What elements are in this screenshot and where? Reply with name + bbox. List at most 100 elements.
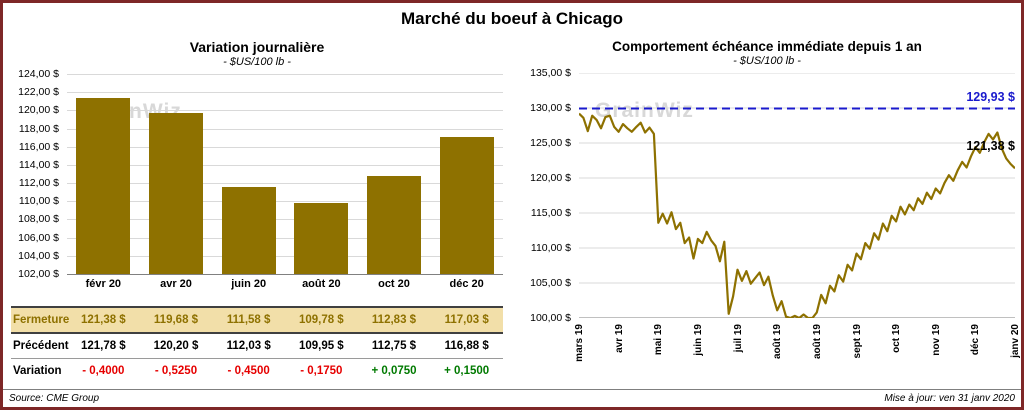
y-tick-label: 112,00 $ xyxy=(18,177,59,190)
x-tick-label: déc 20 xyxy=(449,278,484,290)
y-tick-label: 104,00 $ xyxy=(18,249,59,262)
y-tick-label: 102,00 $ xyxy=(18,268,59,280)
y-tick-label: 106,00 $ xyxy=(18,231,59,244)
row-label-precedent: Précédent xyxy=(13,340,69,352)
variation-value: + 0,0750 xyxy=(371,365,417,377)
y-tick-label: 125,00 $ xyxy=(530,137,571,149)
gridline xyxy=(67,92,503,94)
update-note: Mise à jour: ven 31 janv 2020 xyxy=(884,393,1015,404)
fermeture-value: 117,03 $ xyxy=(444,314,489,326)
precedent-value: 121,78 $ xyxy=(80,340,126,352)
x-tick-label: févr 20 xyxy=(85,278,122,290)
fermeture-value: 112,83 $ xyxy=(371,314,417,326)
variation-value: - 0,1750 xyxy=(300,365,343,377)
y-tick-label: 110,00 $ xyxy=(530,242,571,254)
x-tick-label: nov 19 xyxy=(930,324,942,356)
y-tick-label: 120,00 $ xyxy=(530,172,571,184)
y-tick-label: 105,00 $ xyxy=(530,277,571,289)
one-year-trend-panel: Comportement échéance immédiate depuis 1… xyxy=(517,39,1021,385)
table-row-variation: Variation - 0,4000 - 0,5250 - 0,4500 - 0… xyxy=(11,359,503,383)
price-table: Fermeture 121,38 $ 119,68 $ 111,58 $ 109… xyxy=(11,306,503,383)
bar-juin 20 xyxy=(221,186,276,274)
line-chart-y-axis: 135,00 $ 130,00 $ 125,00 $ 120,00 $ 115,00 $… xyxy=(517,67,573,324)
variation-value: + 0,1500 xyxy=(444,365,490,377)
x-tick-label: août 20 xyxy=(302,278,341,290)
x-tick-label: août 19 xyxy=(772,324,784,360)
daily-variation-panel: Variation journalière - $US/100 lb - 124… xyxy=(11,39,503,383)
price-line-svg xyxy=(579,73,1015,318)
x-tick-label: déc 19 xyxy=(970,324,982,356)
row-label-variation: Variation xyxy=(13,365,62,377)
y-tick-label: 124,00 $ xyxy=(18,68,59,80)
line-chart-subtitle: - $US/100 lb - xyxy=(733,55,801,67)
x-tick-label: juin 19 xyxy=(692,324,704,356)
x-tick-label: juil 19 xyxy=(732,324,744,353)
fermeture-value: 109,78 $ xyxy=(298,314,344,326)
precedent-value: 116,88 $ xyxy=(444,340,489,352)
y-tick-label: 100,00 $ xyxy=(530,312,571,324)
y-tick-label: 116,00 $ xyxy=(18,140,59,153)
gridline xyxy=(67,274,503,275)
gridline xyxy=(67,255,503,257)
bar-chart-plot: GrainWiz xyxy=(67,74,503,275)
bar-chart-title: Variation journalière xyxy=(189,39,325,55)
bar-chart-x-axis: févr 20 avr 20 juin 20 août 20 oct 20 déc 20 xyxy=(67,278,503,290)
x-tick-label: juin 20 xyxy=(231,278,267,290)
row-label-fermeture: Fermeture xyxy=(13,314,70,326)
fermeture-value: 121,38 $ xyxy=(80,314,126,326)
page-title: Marché du boeuf à Chicago xyxy=(401,9,623,28)
x-tick-label: août 19 xyxy=(811,324,823,360)
precedent-value: 120,20 $ xyxy=(153,340,199,352)
reference-price-label: 129,93 $ xyxy=(966,90,1015,105)
precedent-value: 112,03 $ xyxy=(226,340,271,352)
y-tick-label: 118,00 $ xyxy=(18,122,59,135)
gridline xyxy=(67,164,503,166)
gridline xyxy=(67,146,503,148)
table-row-precedent: Précédent 121,78 $ 120,20 $ 112,03 $ 109… xyxy=(11,334,503,359)
line-chart-title: Comportement échéance immédiate depuis 1… xyxy=(612,39,922,54)
variation-value: - 0,4500 xyxy=(227,365,270,377)
line-chart-x-axis: mars 19 avr 19 mai 19 juin 19 juil 19 août 19… xyxy=(574,322,1021,384)
bar-févr 20 xyxy=(76,97,131,274)
gridline xyxy=(67,110,503,112)
gridline xyxy=(67,201,503,203)
bar-chart-y-axis: 124,00 $ 122,00 $ 120,00 $ 118,00 $ 116,00 $… xyxy=(11,68,61,280)
y-tick-label: 122,00 $ xyxy=(18,86,59,99)
x-tick-label: janv 20 xyxy=(1010,324,1021,358)
bar-oct 20 xyxy=(367,175,421,274)
bar-août 20 xyxy=(294,203,349,274)
x-tick-label: avr 20 xyxy=(160,278,192,290)
table-row-fermeture: Fermeture 121,38 $ 119,68 $ 111,58 $ 109… xyxy=(11,306,503,334)
fermeture-value: 119,68 $ xyxy=(153,314,199,326)
y-tick-label: 110,00 $ xyxy=(18,195,59,208)
y-tick-label: 114,00 $ xyxy=(18,158,59,171)
line-chart: 135,00 $ 130,00 $ 125,00 $ 120,00 $ 115,00 $… xyxy=(517,67,1021,385)
gridline xyxy=(67,219,503,221)
gridline xyxy=(67,74,503,75)
precedent-value: 109,95 $ xyxy=(298,340,344,352)
x-tick-label: mars 19 xyxy=(574,324,585,362)
grainwiz-watermark: GrainWiz xyxy=(595,99,694,122)
bar-chart: 124,00 $ 122,00 $ 120,00 $ 118,00 $ 116,00 $… xyxy=(11,68,503,300)
footer: Source: CME Group Mise à jour: ven 31 ja… xyxy=(3,389,1021,407)
x-tick-label: sept 19 xyxy=(851,324,863,359)
x-tick-label: oct 20 xyxy=(378,278,410,290)
y-tick-label: 115,00 $ xyxy=(530,207,571,219)
variation-value: - 0,4000 xyxy=(82,365,125,377)
x-tick-label: oct 19 xyxy=(891,324,903,353)
bar-avr 20 xyxy=(149,113,203,274)
bar-déc 20 xyxy=(439,137,494,274)
gridline xyxy=(67,237,503,239)
gridline xyxy=(67,128,503,130)
y-tick-label: 120,00 $ xyxy=(18,104,59,117)
bar-chart-subtitle: - $US/100 lb - xyxy=(223,56,291,68)
x-tick-label: mai 19 xyxy=(653,324,665,356)
precedent-value: 112,75 $ xyxy=(371,340,417,352)
y-tick-label: 108,00 $ xyxy=(18,213,59,226)
line-chart-plot: GrainWiz 129,93 $ 121,38 $ xyxy=(579,73,1015,318)
gridline xyxy=(67,183,503,185)
price-line xyxy=(579,112,1015,318)
y-tick-label: 130,00 $ xyxy=(530,102,571,114)
source-note: Source: CME Group xyxy=(9,393,100,404)
fermeture-value: 111,58 $ xyxy=(226,314,271,326)
